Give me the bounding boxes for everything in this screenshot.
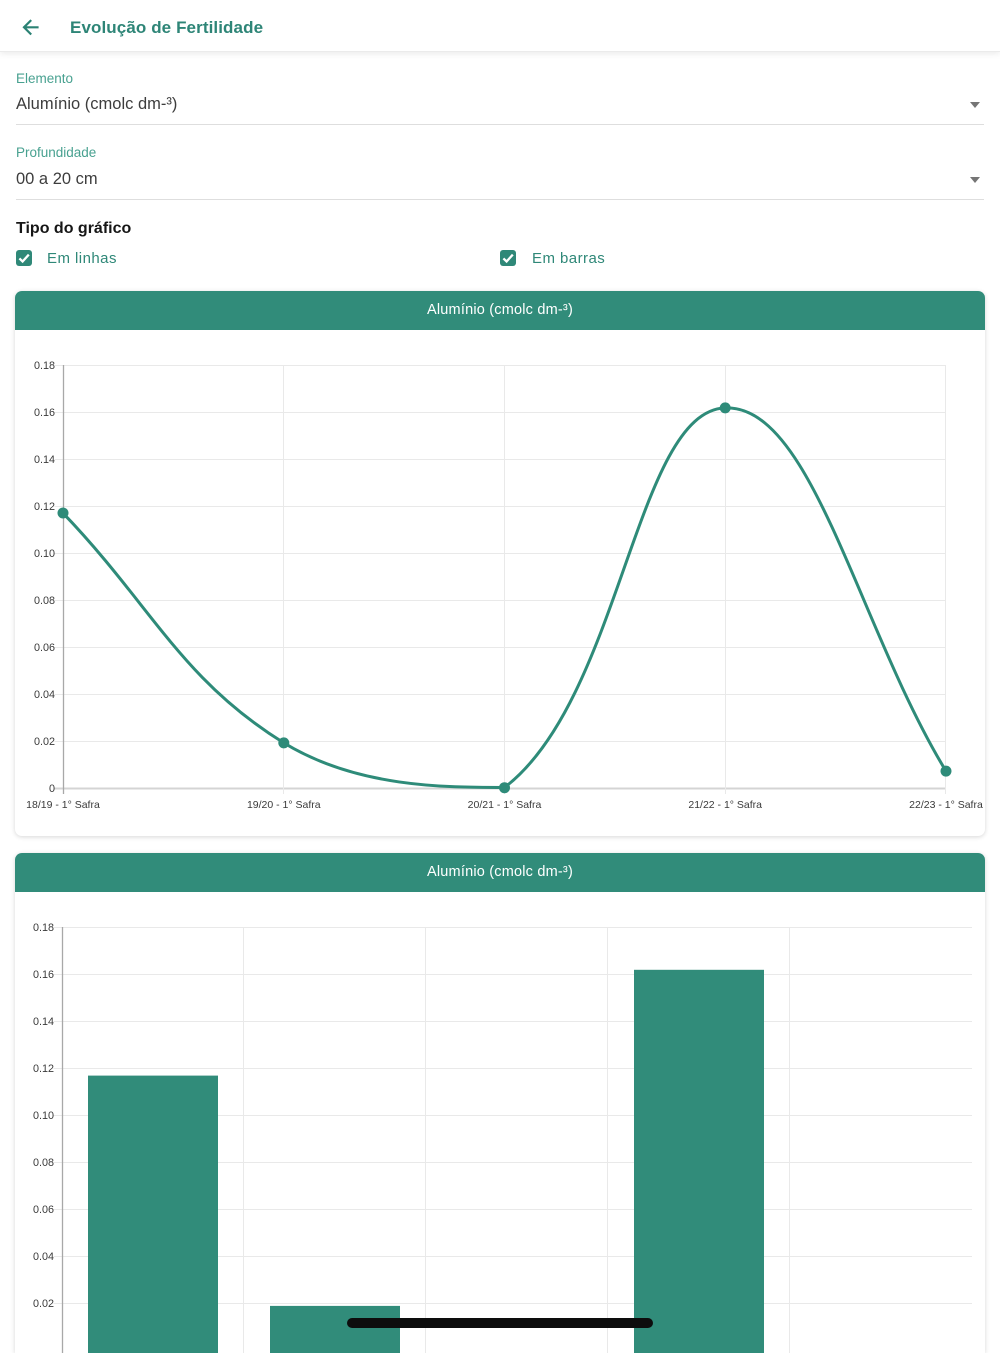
svg-text:0.12: 0.12 [33, 1063, 54, 1075]
svg-text:0.02: 0.02 [34, 736, 55, 748]
svg-text:0.04: 0.04 [33, 1251, 54, 1263]
svg-text:0.06: 0.06 [33, 1204, 54, 1216]
svg-text:0.14: 0.14 [34, 454, 55, 466]
svg-text:19/20 - 1° Safra: 19/20 - 1° Safra [247, 799, 321, 811]
svg-text:0.10: 0.10 [33, 1110, 54, 1122]
svg-text:21/22 - 1° Safra: 21/22 - 1° Safra [688, 799, 762, 811]
svg-text:0: 0 [49, 783, 55, 795]
svg-text:0.14: 0.14 [33, 1016, 54, 1028]
svg-text:0.16: 0.16 [33, 969, 54, 981]
svg-text:0.02: 0.02 [33, 1298, 54, 1310]
svg-text:0.06: 0.06 [34, 642, 55, 654]
svg-text:18/19 - 1° Safra: 18/19 - 1° Safra [26, 799, 100, 811]
svg-text:0.16: 0.16 [34, 407, 55, 419]
svg-text:0.18: 0.18 [34, 360, 55, 372]
svg-text:0.08: 0.08 [33, 1157, 54, 1169]
svg-text:20/21 - 1° Safra: 20/21 - 1° Safra [468, 799, 542, 811]
svg-text:0.08: 0.08 [34, 595, 55, 607]
svg-text:0.10: 0.10 [34, 548, 55, 560]
svg-text:22/23 - 1° Safra: 22/23 - 1° Safra [909, 799, 983, 811]
svg-text:0.12: 0.12 [34, 501, 55, 513]
svg-text:0.18: 0.18 [33, 922, 54, 934]
svg-text:0.04: 0.04 [34, 689, 55, 701]
